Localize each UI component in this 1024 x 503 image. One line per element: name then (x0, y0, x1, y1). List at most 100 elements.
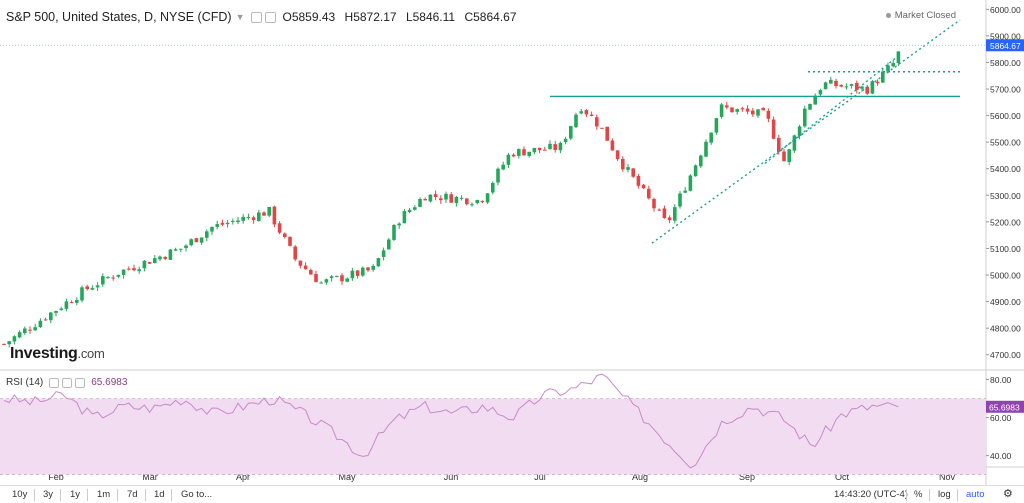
candle-up (683, 190, 687, 193)
candle-up (558, 142, 563, 151)
visibility-icon[interactable] (62, 377, 73, 388)
settings-icon[interactable] (251, 11, 263, 23)
candle-down (220, 222, 225, 225)
brand-logo: Investing.com (10, 345, 105, 363)
price-tick-label: 5500.00 (990, 138, 1021, 148)
candle-up (756, 109, 760, 116)
candle-down (2, 343, 6, 345)
candle-down (522, 149, 526, 156)
settings-icon[interactable] (49, 377, 60, 388)
candle-up (371, 266, 375, 270)
candle-down (657, 209, 661, 211)
candle-up (121, 269, 126, 275)
candle-down (111, 277, 115, 279)
candle-down (667, 217, 672, 221)
candle-down (771, 119, 776, 139)
candle-down (355, 270, 360, 276)
symbol-title[interactable]: S&P 500, United States, D, NYSE (CFD) (6, 10, 232, 24)
candle-up (860, 86, 864, 89)
log-toggle[interactable]: log (938, 489, 951, 500)
close-icon[interactable] (75, 377, 86, 388)
candle-up (350, 270, 355, 279)
candle-down (163, 256, 167, 259)
candle-up (714, 118, 719, 133)
candle-down (132, 268, 136, 271)
candle-up (236, 220, 240, 223)
candle-up (787, 149, 791, 163)
market-status: Market Closed (885, 10, 956, 21)
candle-down (782, 151, 786, 162)
rsi-tick-label: 80.00 (990, 375, 1012, 385)
candle-down (147, 262, 152, 264)
candle-up (381, 250, 386, 257)
candle-up (397, 223, 401, 226)
separator (34, 489, 35, 501)
candle-up (361, 267, 365, 276)
candle-up (38, 320, 43, 328)
time-tick-label: Sep (739, 472, 755, 482)
range-button-10y[interactable]: 10y (12, 489, 28, 500)
candle-down (465, 198, 469, 205)
trend-line[interactable] (651, 19, 961, 244)
candle-up (823, 82, 828, 90)
last-price-label: 5864.67 (990, 41, 1021, 51)
candle-up (491, 182, 495, 193)
candle-down (283, 233, 287, 237)
visibility-icon[interactable] (265, 11, 277, 23)
candle-up (579, 111, 583, 114)
rsi-tick-label: 60.00 (990, 413, 1012, 423)
candle-down (641, 184, 646, 189)
candle-up (532, 147, 537, 153)
candle-up (459, 197, 464, 199)
candle-down (43, 319, 48, 321)
candle-up (454, 196, 459, 203)
rsi-band (0, 398, 986, 475)
separator (171, 489, 172, 501)
rsi-label[interactable]: RSI (14) (6, 377, 44, 388)
gear-icon[interactable]: ⚙ (1003, 488, 1013, 500)
rsi-last-badge (986, 400, 1024, 413)
range-button-1m[interactable]: 1m (97, 489, 111, 500)
auto-toggle[interactable]: auto (966, 489, 985, 500)
range-button-7d[interactable]: 7d (127, 489, 138, 500)
candle-up (704, 141, 708, 157)
candle-down (761, 108, 765, 111)
candle-up (80, 287, 84, 301)
candle-up (142, 260, 147, 269)
candle-down (745, 108, 750, 112)
candle-down (834, 80, 838, 87)
candle-up (137, 269, 141, 272)
candle-up (324, 279, 329, 283)
range-button-1y[interactable]: 1y (70, 489, 81, 500)
candle-down (621, 158, 625, 170)
price-tick-label: 5000.00 (990, 271, 1021, 281)
price-tick-label: 5800.00 (990, 58, 1021, 68)
candle-up (33, 327, 37, 331)
trend-line[interactable] (764, 53, 901, 164)
candle-up (517, 149, 521, 156)
candle-up (231, 220, 235, 222)
candle-up (699, 155, 703, 167)
candle-down (605, 126, 609, 141)
range-button-1d[interactable]: 1d (154, 489, 165, 500)
candle-up (808, 103, 812, 110)
candle-up (184, 245, 188, 249)
candle-up (335, 275, 339, 277)
candle-up (792, 135, 797, 151)
candle-up (179, 248, 183, 250)
candle-up (54, 310, 58, 313)
percent-toggle[interactable]: % (914, 489, 923, 500)
candle-down (855, 82, 859, 90)
chevron-down-icon[interactable]: ▼ (235, 12, 245, 22)
candle-up (106, 277, 110, 279)
candle-down (303, 265, 308, 270)
candle-up (563, 138, 568, 143)
rsi-tick-label: 40.00 (990, 451, 1012, 461)
candle-up (797, 126, 802, 136)
time-tick-label: Apr (236, 472, 250, 482)
candle-down (449, 194, 453, 203)
goto-button[interactable]: Go to... (181, 489, 213, 500)
range-button-3y[interactable]: 3y (43, 489, 54, 500)
candle-up (210, 226, 214, 232)
